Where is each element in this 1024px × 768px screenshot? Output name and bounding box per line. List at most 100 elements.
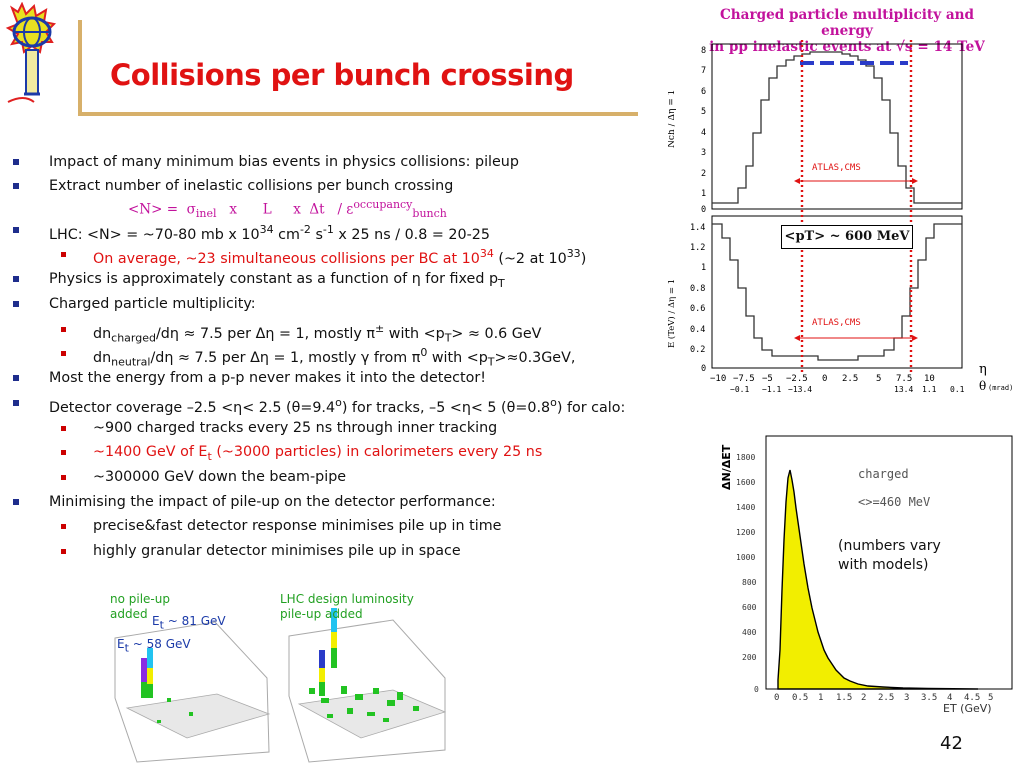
ytick-bot-2: 1 — [701, 263, 706, 273]
lego-no-pileup — [114, 621, 271, 763]
charged-label: charged — [858, 467, 909, 481]
sub-bullet-beampipe: ~300000 GeV down the beam-pipe — [61, 468, 346, 486]
bottom-y-ticks: 1.4 1.2 1 0.8 0.6 0.4 0.2 0 — [690, 223, 706, 374]
et-xtick: 0.5 — [792, 693, 808, 703]
bullet-lhc-n: LHC: <N> = ~70-80 mb x 1034 cm-2 s-1 x 2… — [13, 221, 490, 244]
sub-bullet-marker — [61, 450, 66, 455]
et-xtick: 0 — [774, 693, 779, 703]
sub-bullet-granular: highly granular detector minimises pile … — [61, 542, 461, 560]
atlas-logo — [5, 2, 57, 103]
theta-tick: −1.1 — [762, 385, 781, 394]
et-xtick: 3.5 — [921, 693, 937, 703]
ytick-bot-6: 0.2 — [690, 345, 705, 355]
lego-plots — [114, 608, 447, 763]
bullet-extract: Extract number of inelastic collisions p… — [13, 177, 453, 195]
page-number: 42 — [940, 733, 963, 754]
ytick-top-3: 5 — [701, 107, 706, 117]
atlas-cms-bottom: ATLAS,CMS — [812, 318, 861, 328]
bottom-plot-frame — [711, 215, 963, 369]
et-81-label: Et ~ 81 GeV — [152, 614, 226, 632]
multiplicity-histogram — [712, 51, 962, 204]
multiplicity-energy-chart: 8 7 6 5 4 3 2 1 0 1.4 1.2 1 0.8 0.6 0.4 … — [668, 40, 1013, 394]
slide-title: Collisions per bunch crossing — [110, 58, 574, 92]
energy-histogram — [712, 223, 962, 361]
eta-tick: −10 — [710, 374, 726, 384]
mrad-label: (mrad) — [988, 384, 1013, 392]
sub-bullet-charged: dncharged/dη ≈ 7.5 per Δη = 1, mostly π±… — [61, 320, 541, 348]
sub-bullet-marker — [61, 475, 66, 480]
et-ytick: 1600 — [736, 478, 755, 487]
title-divider-vertical — [78, 20, 82, 116]
ytick-bot-7: 0 — [701, 364, 706, 374]
ytick-bot-4: 0.6 — [690, 304, 705, 314]
et-58-label: Et ~ 58 GeV — [117, 637, 191, 655]
bullet-marker — [13, 276, 19, 282]
et-xtick: 4.5 — [964, 693, 980, 703]
theta-ticks: −0.1 −1.1 −13.4 13.4 1.1 0.1 — [730, 385, 965, 394]
et-ytick: 0 — [754, 685, 759, 694]
et-xtick: 5 — [988, 693, 993, 703]
bullet-energy: Most the energy from a p-p never makes i… — [13, 369, 486, 387]
et-xtick: 2.5 — [878, 693, 894, 703]
sub-bullet-marker — [61, 327, 66, 332]
mean-pt-box: <pT> ~ 600 MeV — [781, 225, 913, 249]
multiplicity-chart-title: Charged particle multiplicity and energy… — [709, 7, 985, 55]
theta-tick: −13.4 — [788, 385, 812, 394]
pileup-label: LHC design luminosity pile-up added — [280, 592, 414, 621]
et-xlabel: ET (GeV) — [943, 702, 992, 715]
atlas-cms-top: ATLAS,CMS — [812, 163, 861, 173]
theta-symbol: θ — [979, 379, 986, 393]
eta-symbol: η — [979, 362, 987, 377]
bullet-marker — [13, 227, 19, 233]
et-ytick: 1000 — [736, 553, 755, 562]
ytick-top-6: 2 — [701, 169, 706, 179]
theta-tick: 13.4 — [894, 385, 913, 394]
et-xtick: 2 — [861, 693, 866, 703]
ytick-bot-3: 0.8 — [690, 284, 705, 294]
models-note: (numbers vary with models) — [838, 538, 941, 573]
et-x-ticks: 0 0.5 1 1.5 2 2.5 3 3.5 4 4.5 5 — [774, 693, 993, 703]
et-ylabel: ΔN/ΔET — [720, 444, 733, 490]
bullet-marker — [13, 400, 19, 406]
bullet-marker — [13, 375, 19, 381]
ytick-top-7: 1 — [701, 189, 706, 199]
top-ylabel: Nch / Δη = 1 — [668, 90, 677, 148]
bullet-eta-constant: Physics is approximately constant as a f… — [13, 270, 505, 293]
eta-tick: −2.5 — [786, 374, 808, 384]
ytick-top-8: 0 — [701, 205, 706, 215]
sub-bullet-tracks: ~900 charged tracks every 25 ns through … — [61, 419, 497, 437]
sub-bullet-calorimeter: ~1400 GeV of Et (~3000 particles) in cal… — [61, 443, 542, 466]
top-y-ticks: 8 7 6 5 4 3 2 1 0 — [701, 46, 706, 215]
et-xtick: 1.5 — [836, 693, 852, 703]
ytick-top-4: 4 — [701, 128, 706, 138]
ytick-bot-5: 0.4 — [690, 325, 705, 335]
sub-bullet-marker — [61, 351, 66, 356]
bottom-ylabel: E (TeV) / Δη = 1 — [668, 279, 677, 348]
sub-bullet-average: On average, ~23 simultaneous collisions … — [61, 245, 586, 268]
et-xtick: 3 — [904, 693, 909, 703]
et-ytick: 1400 — [736, 503, 755, 512]
et-ytick: 600 — [742, 603, 757, 612]
eta-tick: −5 — [762, 374, 773, 384]
eta-ticks: −10 −7.5 −5 −2.5 0 2.5 5 7.5 10 — [710, 374, 935, 384]
et-y-ticks: 1800 1600 1400 1200 1000 800 600 400 200… — [736, 453, 759, 694]
et-histogram — [777, 469, 979, 690]
top-plot-frame — [711, 43, 963, 210]
sub-bullet-neutral: dnneutral/dη ≈ 7.5 per Δη = 1, mostly γ … — [61, 344, 575, 372]
sub-bullet-marker — [61, 549, 66, 554]
et-distribution-chart: 1800 1600 1400 1200 1000 800 600 400 200… — [720, 435, 1013, 715]
et-ytick: 1200 — [736, 528, 755, 537]
lego-with-pileup — [288, 608, 447, 763]
bullet-marker — [13, 499, 19, 505]
bullet-multiplicity: Charged particle multiplicity: — [13, 295, 256, 313]
et-ytick: 800 — [742, 578, 757, 587]
sub-bullet-fast: precise&fast detector response minimises… — [61, 517, 501, 535]
bullet-coverage: Detector coverage –2.5 <η< 2.5 (θ=9.4o) … — [13, 394, 625, 417]
eta-tick: 0 — [822, 374, 827, 384]
eta-tick: 10 — [924, 374, 935, 384]
ytick-top-5: 3 — [701, 148, 706, 158]
formula: <N> = σinel x L x Δt / εoccupancybunch — [128, 198, 447, 221]
ytick-bot-1: 1.2 — [690, 243, 705, 253]
mean-et-label: <>=460 MeV — [858, 495, 930, 509]
ytick-top-0: 8 — [701, 46, 706, 56]
